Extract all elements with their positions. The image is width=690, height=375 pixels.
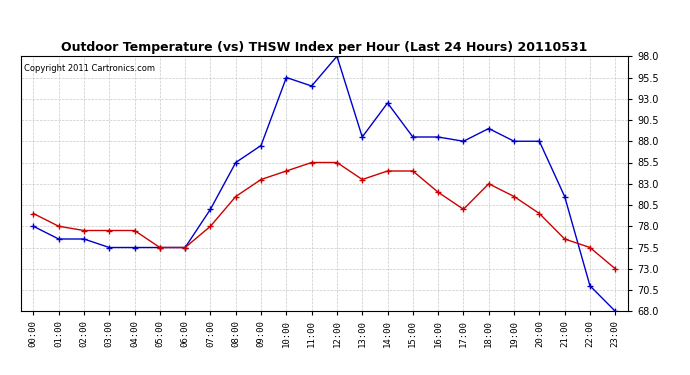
Text: Copyright 2011 Cartronics.com: Copyright 2011 Cartronics.com — [23, 64, 155, 73]
Title: Outdoor Temperature (vs) THSW Index per Hour (Last 24 Hours) 20110531: Outdoor Temperature (vs) THSW Index per … — [61, 41, 587, 54]
